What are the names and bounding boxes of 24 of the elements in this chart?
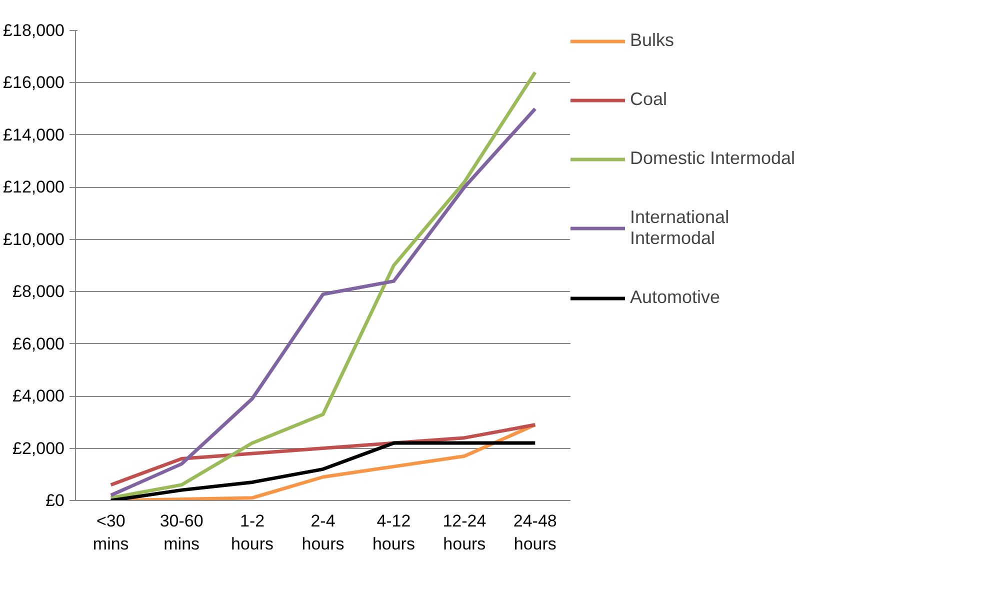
legend-label: International Intermodal bbox=[630, 207, 730, 249]
line-series bbox=[109, 423, 537, 487]
x-tick-label: 30-60 mins bbox=[160, 512, 204, 554]
y-tick-label: £4,000 bbox=[12, 386, 65, 406]
legend-label: Coal bbox=[630, 89, 668, 110]
x-tick-label: 4-12 hours bbox=[372, 512, 415, 554]
y-tick-label: £8,000 bbox=[12, 282, 65, 302]
y-tick-label: £18,000 bbox=[3, 21, 64, 40]
x-tick-label: 1-2 hours bbox=[231, 512, 274, 554]
y-tick-label: £2,000 bbox=[12, 438, 65, 458]
line-series bbox=[109, 441, 537, 500]
legend-label: Domestic Intermodal bbox=[630, 148, 796, 169]
y-tick-label: £0 bbox=[46, 491, 65, 510]
y-tick-label: £16,000 bbox=[3, 73, 64, 92]
x-tick-label: 12-24 hours bbox=[442, 512, 486, 554]
x-tick-label: 2-4 hours bbox=[302, 512, 344, 554]
legend-label: Bulks bbox=[630, 30, 674, 51]
x-tick-label: 24-48 hours bbox=[513, 512, 557, 554]
x-tick-label: <30 mins bbox=[92, 512, 129, 554]
y-tick-label: £12,000 bbox=[3, 178, 64, 197]
y-tick-label: £14,000 bbox=[3, 125, 64, 144]
y-tick-label: £6,000 bbox=[12, 334, 65, 354]
y-tick-label: £10,000 bbox=[3, 230, 64, 249]
legend-label: Automotive bbox=[630, 287, 720, 308]
